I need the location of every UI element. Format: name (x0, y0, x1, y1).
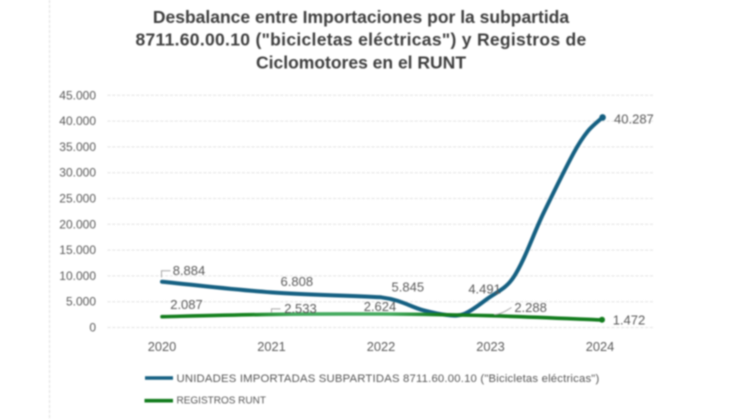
svg-text:25.000: 25.000 (59, 192, 96, 206)
svg-text:5.000: 5.000 (66, 295, 96, 309)
svg-text:1.472: 1.472 (613, 313, 646, 328)
svg-text:2021: 2021 (257, 339, 285, 354)
svg-text:5.845: 5.845 (392, 280, 425, 295)
svg-text:REGISTROS RUNT: REGISTROS RUNT (177, 396, 266, 407)
svg-text:Ciclomotores en el RUNT: Ciclomotores en el RUNT (256, 53, 466, 73)
svg-text:10.000: 10.000 (59, 269, 96, 283)
svg-text:20.000: 20.000 (59, 217, 96, 231)
svg-text:Desbalance entre Importaciones: Desbalance entre Importaciones por la su… (153, 7, 569, 27)
svg-text:30.000: 30.000 (59, 166, 96, 180)
svg-text:35.000: 35.000 (59, 140, 96, 154)
svg-text:2024: 2024 (586, 339, 614, 354)
svg-text:2023: 2023 (476, 339, 504, 354)
svg-text:2022: 2022 (367, 339, 395, 354)
svg-text:4.491: 4.491 (468, 282, 501, 297)
svg-text:15.000: 15.000 (59, 243, 96, 257)
svg-text:8.884: 8.884 (173, 263, 206, 278)
svg-text:6.808: 6.808 (281, 274, 314, 289)
svg-text:2.624: 2.624 (364, 299, 397, 314)
svg-text:2.087: 2.087 (170, 297, 203, 312)
svg-text:40.000: 40.000 (59, 114, 96, 128)
svg-text:0: 0 (89, 321, 96, 335)
svg-text:2020: 2020 (148, 339, 176, 354)
svg-text:45.000: 45.000 (59, 88, 96, 102)
svg-text:2.533: 2.533 (284, 301, 317, 316)
svg-text:40.287: 40.287 (614, 111, 654, 126)
svg-text:2.288: 2.288 (514, 300, 547, 315)
svg-text:UNIDADES IMPORTADAS SUBPARTIDA: UNIDADES IMPORTADAS SUBPARTIDAS 8711.60.… (177, 373, 600, 385)
svg-text:8711.60.00.10 ("bicicletas elé: 8711.60.00.10 ("bicicletas eléctricas") … (135, 30, 586, 50)
